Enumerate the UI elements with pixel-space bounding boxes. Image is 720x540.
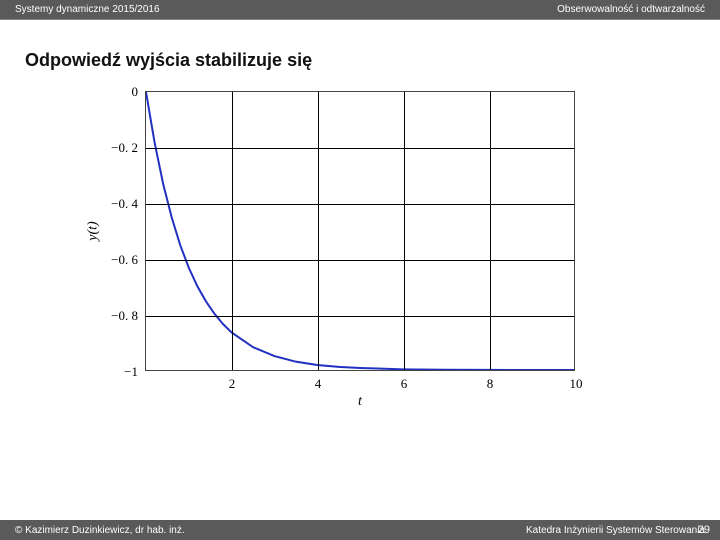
gridline-v <box>404 92 405 370</box>
chart-wrap: y(t) t 0−0. 2−0. 4−0. 6−0. 8−1246810 <box>25 91 695 371</box>
ytick-label: −0. 2 <box>111 140 138 156</box>
slide-header: Systemy dynamiczne 2015/2016 Obserwowaln… <box>0 0 720 20</box>
slide-body: Odpowiedź wyjścia stabilizuje się y(t) t… <box>0 20 720 371</box>
gridline-v <box>318 92 319 370</box>
xtick-label: 2 <box>229 376 236 392</box>
xtick-label: 6 <box>401 376 408 392</box>
ytick-label: −0. 8 <box>111 308 138 324</box>
gridline-h <box>146 148 574 149</box>
gridline-h <box>146 260 574 261</box>
header-left: Systemy dynamiczne 2015/2016 <box>15 4 160 15</box>
ytick-label: −0. 4 <box>111 196 138 212</box>
page-number: 29 <box>698 524 710 536</box>
gridline-h <box>146 204 574 205</box>
gridline-v <box>490 92 491 370</box>
x-axis-title: t <box>358 394 362 410</box>
xtick-label: 10 <box>570 376 583 392</box>
footer-right: Katedra Inżynierii Systemów Sterowania <box>526 525 705 536</box>
ytick-label: −0. 6 <box>111 252 138 268</box>
y-axis-title: y(t) <box>86 221 102 240</box>
slide-footer: © Kazimierz Duzinkiewicz, dr hab. inż. K… <box>0 520 720 540</box>
gridline-h <box>146 316 574 317</box>
curve-svg <box>146 92 574 370</box>
xtick-label: 8 <box>487 376 494 392</box>
slide-heading: Odpowiedź wyjścia stabilizuje się <box>25 50 695 71</box>
response-chart: y(t) t 0−0. 2−0. 4−0. 6−0. 8−1246810 <box>145 91 575 371</box>
footer-left: © Kazimierz Duzinkiewicz, dr hab. inż. <box>15 525 185 536</box>
ytick-label: −1 <box>124 364 138 380</box>
header-right: Obserwowalność i odtwarzalność <box>557 4 705 15</box>
xtick-label: 4 <box>315 376 322 392</box>
gridline-v <box>232 92 233 370</box>
ytick-label: 0 <box>132 84 139 100</box>
